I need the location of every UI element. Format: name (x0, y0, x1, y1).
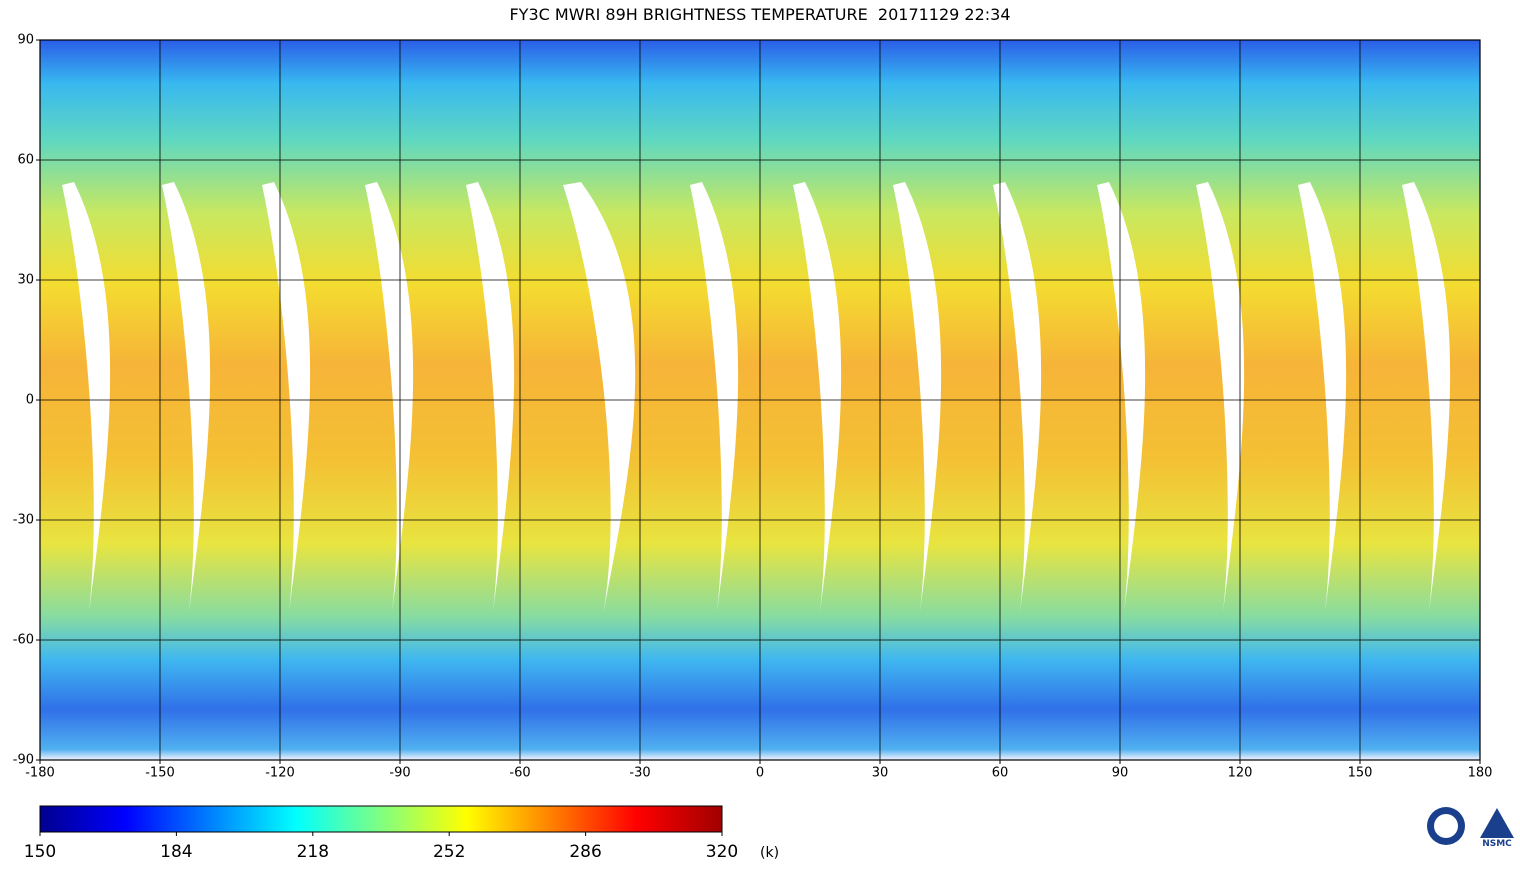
y-tick-label: 90 (17, 33, 34, 48)
y-tick-label: 30 (17, 273, 34, 288)
x-tick-label: -30 (629, 766, 650, 781)
cma-logo-inner (1434, 814, 1458, 838)
nsmc-label: NSMC (1482, 839, 1512, 849)
y-tick-label: -90 (13, 753, 34, 768)
swath-gap (1196, 182, 1245, 612)
x-tick-label: -60 (509, 766, 530, 781)
swath-gap (62, 182, 111, 612)
colorbar-tick-label: 286 (569, 842, 601, 862)
x-tick-label: -90 (389, 766, 410, 781)
colorbar-tick-label: 320 (706, 842, 738, 862)
swath-gap (993, 182, 1042, 612)
y-tick-label: -30 (13, 513, 34, 528)
swath-gap (1402, 182, 1451, 612)
y-tick-label: 60 (17, 153, 34, 168)
x-tick-label: 180 (1468, 766, 1493, 781)
swath-gap (893, 182, 942, 612)
y-tick-label: 0 (26, 393, 34, 408)
swath-gap (563, 182, 636, 612)
nsmc-logo (1480, 808, 1514, 838)
colorbar (39, 805, 723, 833)
colorbar-tick-label: 218 (297, 842, 329, 862)
x-tick-label: 60 (992, 766, 1009, 781)
x-tick-label: -150 (145, 766, 175, 781)
x-tick-label: 90 (1112, 766, 1129, 781)
colorbar-tick-label: 252 (433, 842, 465, 862)
colorbar-tick-label: 184 (160, 842, 192, 862)
swath-gap (466, 182, 515, 612)
x-tick-label: 0 (756, 766, 764, 781)
swath-gap (262, 182, 311, 612)
colorbar-tick-label: 150 (24, 842, 56, 862)
x-tick-label: 120 (1228, 766, 1253, 781)
swath-gap (1298, 182, 1347, 612)
y-tick-label: -60 (13, 633, 34, 648)
colorbar-unit: (k) (760, 845, 779, 861)
x-tick-label: 30 (872, 766, 889, 781)
swath-gap (690, 182, 739, 612)
x-tick-label: 150 (1348, 766, 1373, 781)
logos: NSMC (1427, 807, 1514, 849)
swath-gap (162, 182, 211, 612)
swath-gap (1097, 182, 1146, 612)
x-tick-label: -180 (25, 766, 55, 781)
swath-gap (793, 182, 842, 612)
swath-gap (365, 182, 414, 612)
swath-gaps (62, 182, 1451, 612)
title: FY3C MWRI 89H BRIGHTNESS TEMPERATURE 201… (509, 5, 1010, 24)
x-tick-label: -120 (265, 766, 295, 781)
